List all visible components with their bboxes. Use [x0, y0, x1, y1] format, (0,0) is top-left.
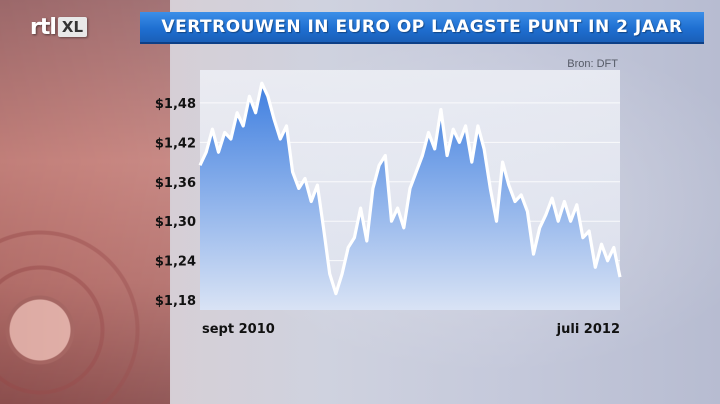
source-label: Bron: DFT: [567, 58, 618, 70]
y-tick-label: $1,24: [155, 255, 196, 270]
y-tick-label: $1,36: [155, 176, 196, 191]
y-tick-label: $1,18: [155, 294, 196, 309]
x-tick-label: sept 2010: [202, 322, 275, 337]
logo-text: rtl: [30, 14, 57, 40]
logo-badge: XL: [57, 17, 88, 37]
title-bar: VERTROUWEN IN EURO OP LAAGSTE PUNT IN 2 …: [140, 12, 704, 44]
x-tick-label: juli 2012: [556, 322, 620, 337]
series-line: [198, 81, 622, 296]
page-title: VERTROUWEN IN EURO OP LAAGSTE PUNT IN 2 …: [161, 17, 683, 37]
x-tick-labels: sept 2010 juli 2012: [202, 322, 620, 337]
y-tick-label: $1,48: [155, 97, 196, 112]
y-tick-label: $1,30: [155, 215, 196, 230]
channel-logo: rtl XL: [30, 14, 88, 40]
y-tick-label: $1,42: [155, 136, 196, 151]
y-tick-labels: $1,48 $1,42 $1,36 $1,30 $1,24 $1,18: [155, 97, 196, 309]
euro-banknote-background: [0, 0, 170, 404]
